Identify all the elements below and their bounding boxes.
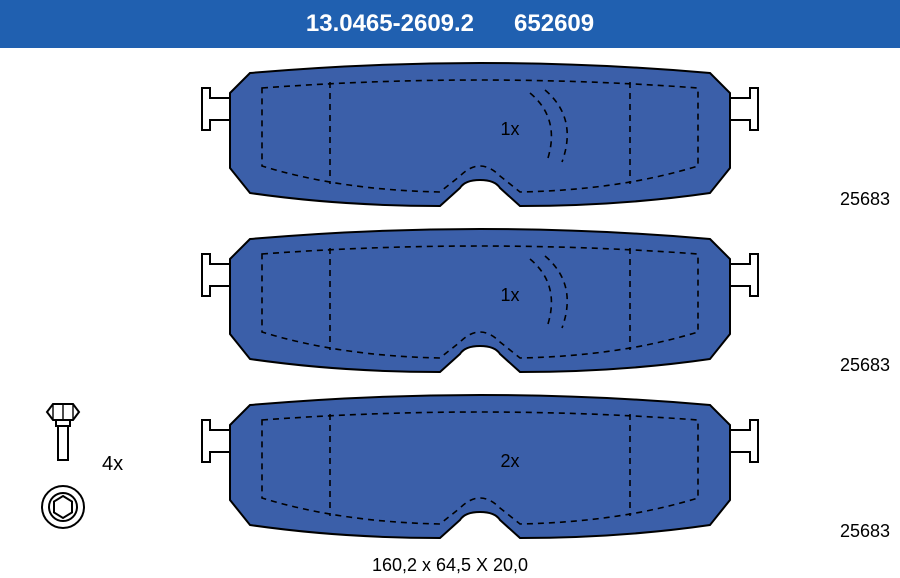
brake-pad-shape-icon [200,58,760,208]
short-code: 652609 [514,10,594,38]
hex-socket-washer-icon [40,484,86,530]
brake-pad-shape-icon [200,224,760,374]
pad-part-label: 25683 [840,521,890,542]
brake-pad-1: 1x 25683 [200,58,820,218]
part-number: 13.0465-2609.2 [306,10,474,38]
header-bar: 13.0465-2609.2 652609 [0,0,900,48]
hardware-qty-label: 4x [102,453,123,476]
hex-bolt-icon [43,398,83,462]
brake-pad-3: 2x 25683 [200,390,820,550]
pad-part-label: 25683 [840,189,890,210]
dimensions-label: 160,2 x 64,5 X 20,0 [372,555,528,576]
pads-column: 1x 25683 1x 25683 [200,58,820,556]
diagram-area: 1x 25683 1x 25683 [0,48,900,578]
pad-qty-label: 1x [500,285,519,306]
brake-pad-shape-icon [200,390,760,540]
hardware-icons [40,398,86,530]
pad-qty-label: 1x [500,119,519,140]
hardware-group: 4x [40,398,123,530]
pad-qty-label: 2x [500,451,519,472]
pad-part-label: 25683 [840,355,890,376]
brake-pad-2: 1x 25683 [200,224,820,384]
